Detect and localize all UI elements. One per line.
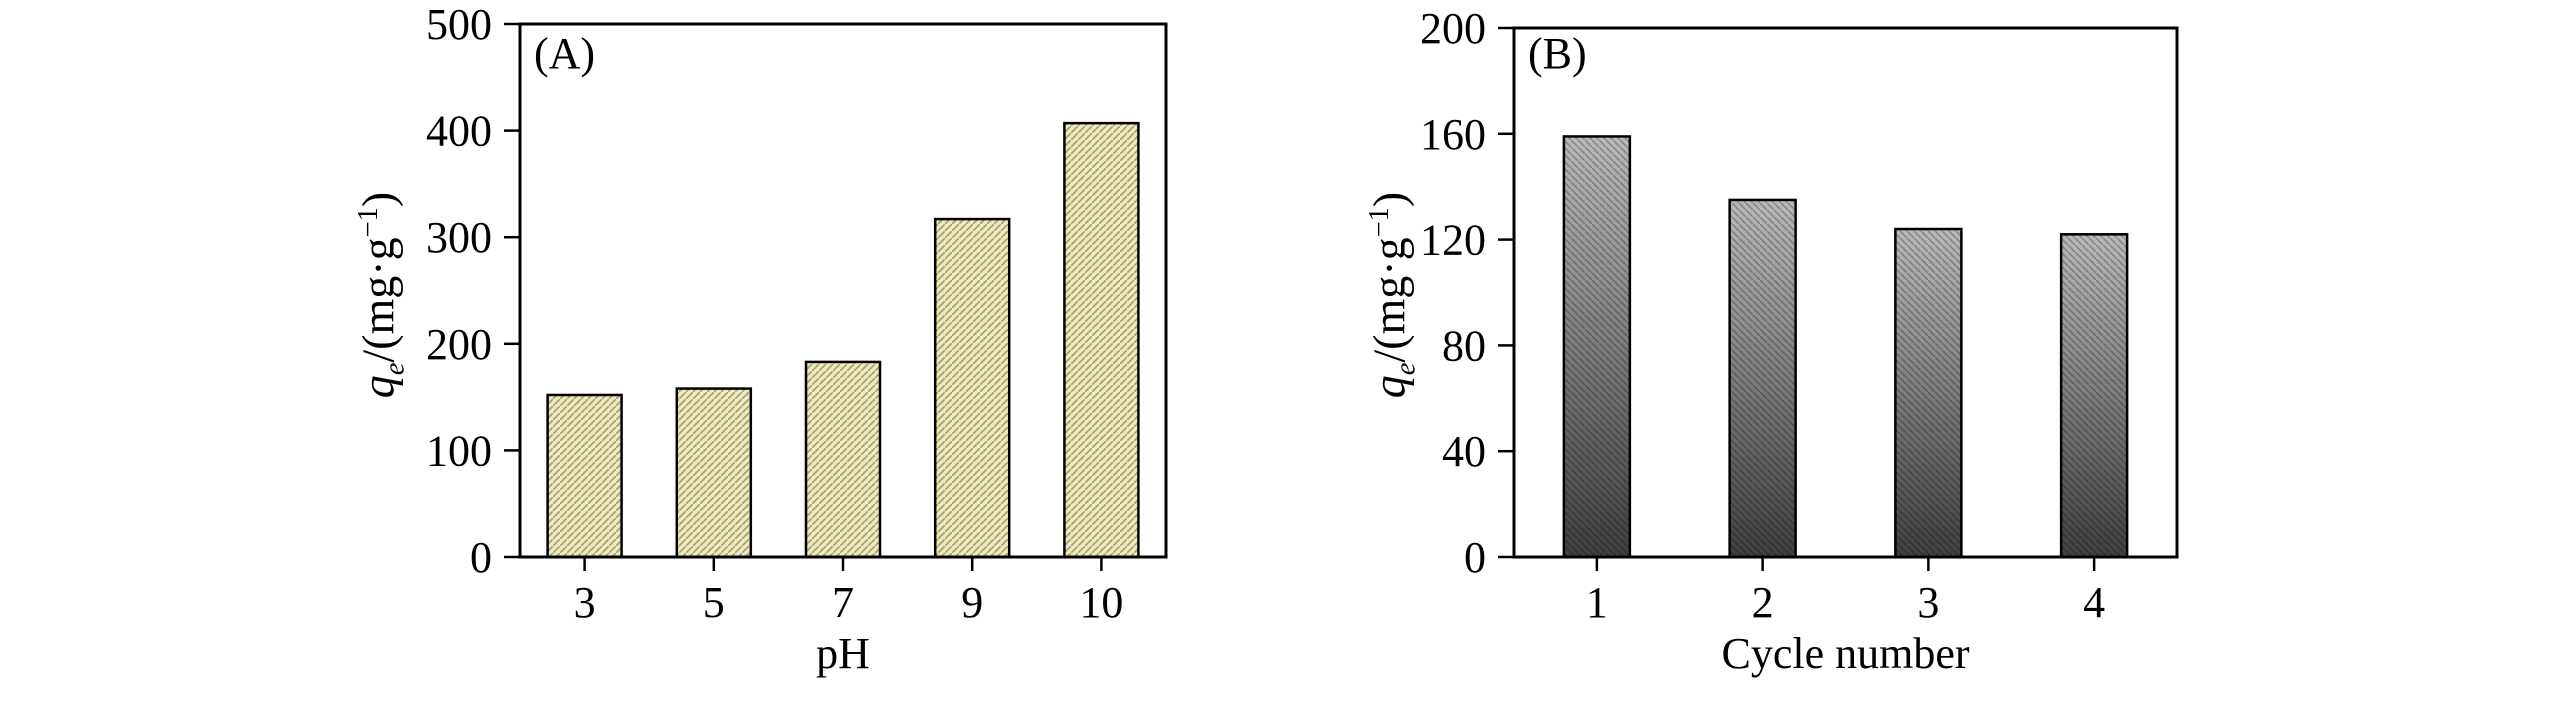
bar-3 xyxy=(546,393,623,559)
y-tick-label: 120 xyxy=(1420,216,1486,265)
bar-3 xyxy=(1894,227,1963,559)
y-tick-label: 300 xyxy=(426,213,492,262)
x-tick-label: 5 xyxy=(703,578,725,627)
y-tick-label: 200 xyxy=(426,320,492,369)
bar-1 xyxy=(1562,135,1632,559)
x-tick-label: 3 xyxy=(1917,578,1939,627)
y-var: q xyxy=(1363,375,1415,399)
panel-label-B: (B) xyxy=(1528,29,1587,78)
bar-chart-A: 0 100 200 300 400 500 3 5 7 9 10 xyxy=(426,0,1168,627)
bar-7 xyxy=(804,360,882,559)
bar-chart-B: 0 40 80 120 160 200 1 2 3 4 xyxy=(1420,4,2179,627)
x-tick-label: 1 xyxy=(1586,578,1608,627)
y-axis-label-B: qe/(mg·g−1) xyxy=(1363,85,1421,505)
y-axis-label-A: qe/(mg·g−1) xyxy=(352,85,410,505)
y-tick-label: 160 xyxy=(1420,110,1486,159)
x-axis-label-B: Cycle number xyxy=(1721,629,1970,678)
x-tick-label: 3 xyxy=(574,578,596,627)
y-unit-close: ) xyxy=(1363,191,1415,208)
y-tick-label: 80 xyxy=(1442,321,1486,370)
bar-2 xyxy=(1728,198,1797,559)
chart-panel-A: 0 100 200 300 400 500 3 5 7 9 10 (A) qe/(mg·g−1) p… xyxy=(352,0,1168,678)
y-var-subscript: e xyxy=(1390,362,1422,376)
y-tick-label: 200 xyxy=(1420,4,1486,53)
plot-frame xyxy=(1512,26,2179,559)
bar-9 xyxy=(933,217,1011,559)
y-unit-close: ) xyxy=(352,191,404,208)
panel-label-A: (A) xyxy=(534,29,596,78)
x-tick-label: 4 xyxy=(2083,578,2105,627)
x-tick-label: 10 xyxy=(1079,578,1123,627)
x-axis-label-A: pH xyxy=(816,629,870,678)
bar-5 xyxy=(675,387,753,559)
y-tick-label: 400 xyxy=(426,107,492,156)
x-tick-label: 7 xyxy=(832,578,854,627)
y-unit-exponent: −1 xyxy=(1364,207,1395,238)
y-var: q xyxy=(352,375,404,399)
y-tick-label: 500 xyxy=(426,0,492,49)
plot-frame xyxy=(518,22,1168,559)
x-tick-label: 2 xyxy=(1752,578,1774,627)
y-unit-exponent: −1 xyxy=(353,207,384,238)
bar-10 xyxy=(1063,121,1140,559)
y-tick-label: 100 xyxy=(426,426,492,475)
chart-panel-B: 0 40 80 120 160 200 1 2 3 4 (B) qe/(mg·g−1) Cycle… xyxy=(1284,0,2567,709)
y-unit: /(mg·g xyxy=(1363,237,1415,363)
y-var-subscript: e xyxy=(379,362,411,376)
y-tick-label: 0 xyxy=(470,533,492,582)
bar-4 xyxy=(2059,233,2129,559)
y-tick-label: 0 xyxy=(1464,533,1486,582)
x-tick-label: 9 xyxy=(961,578,983,627)
y-tick-label: 40 xyxy=(1442,427,1486,476)
y-unit: /(mg·g xyxy=(352,237,404,363)
